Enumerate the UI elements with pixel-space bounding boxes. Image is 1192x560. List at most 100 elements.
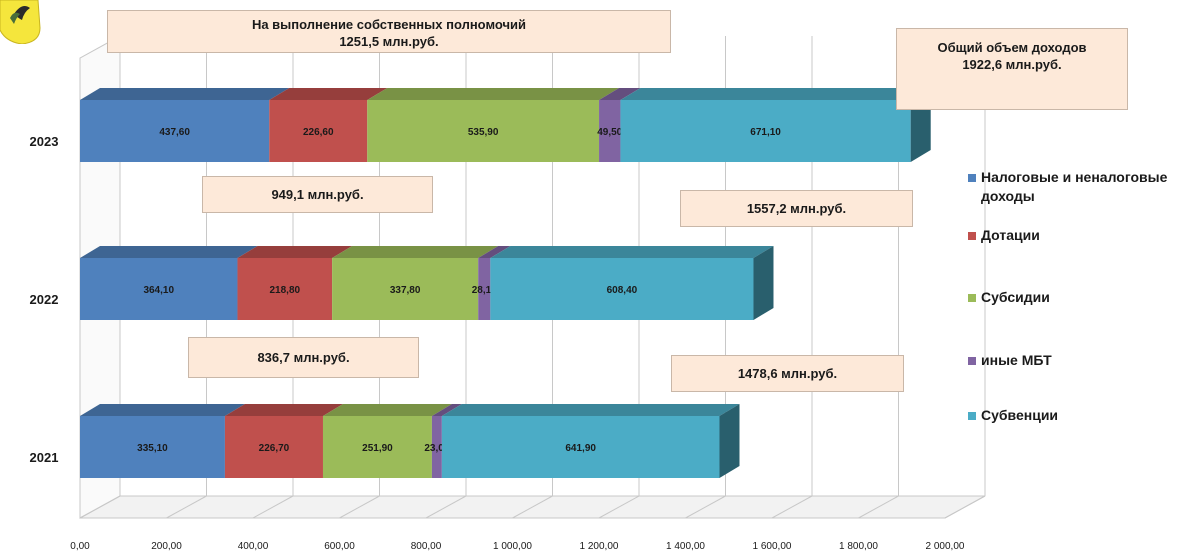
bar-front-face [80,258,238,320]
y-category-label: 2022 [30,292,59,307]
bar-value-label: 364,10 [143,285,174,296]
gridline-depth [858,495,899,519]
bar-top-face [431,404,462,416]
gridline-depth [944,495,986,519]
bar-front-face [237,258,333,320]
legend-label: Дотации [981,227,1040,243]
gridline-depth [79,495,121,519]
bar-value-label: 23,00 [424,443,449,454]
bar-front-face [490,258,754,320]
legend-swatch [968,232,976,240]
bar-front-face [431,416,442,478]
callout-own-powers: На выполнение собственных полномочий 125… [107,10,671,53]
gridline-depth [425,495,467,519]
x-tick-label: 600,00 [324,541,355,552]
bar-front-face [332,258,479,320]
bar-front-face [322,416,432,478]
bar-value-label: 671,10 [750,127,781,138]
x-tick-label: 800,00 [411,541,442,552]
bar-segment: 23,00 [424,404,462,478]
emblem-logo [0,0,44,45]
legend-item-tax-income: Налоговые и неналоговые доходы [968,168,1188,206]
x-tick-label: 1 200,00 [580,541,619,552]
legend-swatch [968,357,976,365]
bar-top-face [478,246,511,258]
bar-segment: 437,60 [80,88,290,162]
bar-value-label: 226,60 [303,127,334,138]
gridline-depth [598,495,640,519]
callout-2021-own-value: 836,7 млн.руб. [257,350,350,365]
legend-swatch [968,294,976,302]
x-tick-label: 1 600,00 [753,541,792,552]
legend-label: Субвенции [981,407,1059,423]
x-tick-label: 1 400,00 [666,541,705,552]
callout-own-powers-line2: 1251,5 млн.руб. [339,34,439,49]
legend-item-subventions: Субвенции [968,406,1188,425]
bar-top-face [332,246,499,258]
bar-value-label: 28,10 [472,285,497,296]
bar-front-face [620,100,911,162]
callout-2022-transfers-value: 1478,6 млн.руб. [737,366,838,381]
bar-value-label: 251,90 [362,443,393,454]
x-tick-label: 2 000,00 [926,541,965,552]
y-category-label: 2023 [30,134,59,149]
bar-value-label: 535,90 [468,127,499,138]
emblem-icon [0,0,41,45]
bar-value-label: 218,80 [269,285,300,296]
bar-segment: 251,90 [322,404,452,478]
gridline-depth [166,495,207,519]
bar-front-face [478,258,491,320]
gridline-depth [339,495,380,519]
callout-total-income-line1: Общий объем доходов [937,40,1087,55]
callout-2023-transfers: 1557,2 млн.руб. [680,190,913,227]
legend-label: иные МБТ [981,352,1052,368]
bar-segment: 608,40 [490,246,774,320]
gridline-depth [252,495,294,519]
bar-segment: 49,50 [597,88,641,162]
legend-item-dotations: Дотации [968,226,1188,245]
bar-segment: 641,90 [441,404,740,478]
bar-front-face [441,416,720,478]
bar-top-face [490,246,774,258]
gridline-depth [771,495,813,519]
callout-2022-own: 949,1 млн.руб. [202,176,433,213]
bar-top-face [224,404,343,416]
chart-bars: 437,60 226,60 535,90 49,50 671,10 364,10 218,8… [80,88,931,478]
bar-segment: 226,60 [269,88,388,162]
legend-item-other-transfers: иные МБТ [968,351,1188,370]
bar-side-face [719,404,740,478]
bar-top-face [269,88,388,100]
bar-value-label: 49,50 [597,127,622,138]
callout-2021-own: 836,7 млн.руб. [188,337,419,378]
bar-top-face [237,246,353,258]
bar-segment: 337,80 [332,246,499,320]
gridline-depth [512,495,553,519]
legend-item-subsidies: Субсидии [968,288,1188,307]
x-axis-ticks: 0,00 200,00 400,00 600,00 800,00 1 000,00 1 20… [30,134,965,552]
bar-top-face [80,246,258,258]
bar-top-face [322,404,452,416]
bar-value-label: 337,80 [390,285,421,296]
bar-segment: 28,10 [472,246,511,320]
bar-front-face [224,416,323,478]
bar-side-face [753,246,774,320]
x-tick-label: 400,00 [238,541,269,552]
bar-top-face [367,88,620,100]
bar-top-face [599,88,641,100]
bar-top-face [620,88,931,100]
gridline-depth [685,495,726,519]
bar-segment: 364,10 [80,246,258,320]
bar-segment: 535,90 [367,88,620,162]
bar-top-face [441,404,740,416]
legend-label: Налоговые и неналоговые доходы [981,169,1168,204]
x-tick-label: 1 800,00 [839,541,878,552]
bar-value-label: 608,40 [607,285,638,296]
callout-2023-transfers-value: 1557,2 млн.руб. [746,201,847,216]
legend-swatch [968,174,976,182]
bar-value-label: 335,10 [137,443,168,454]
bar-front-face [80,416,225,478]
callout-2022-own-value: 949,1 млн.руб. [271,187,364,202]
x-tick-label: 1 000,00 [493,541,532,552]
callout-total-income: Общий объем доходов 1922,6 млн.руб. [896,28,1128,110]
